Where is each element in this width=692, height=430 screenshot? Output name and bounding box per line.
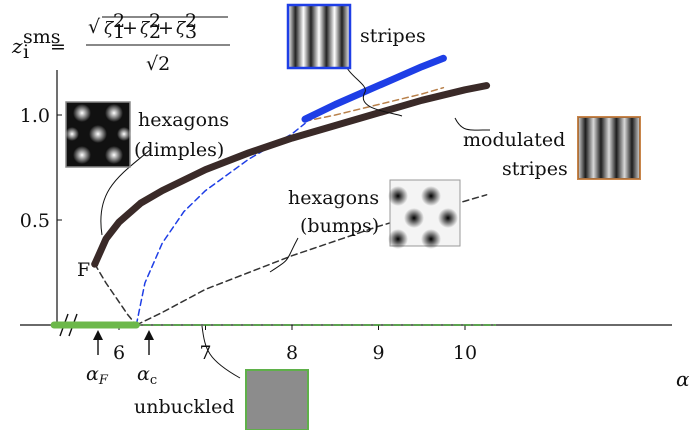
svg-text:=: = bbox=[50, 36, 66, 58]
dimples-label: (dimples) bbox=[134, 139, 224, 161]
svg-text:2: 2 bbox=[113, 10, 125, 32]
x-tick-label: 8 bbox=[286, 342, 298, 364]
svg-text:+: + bbox=[122, 17, 138, 39]
y-tick-label: 0.5 bbox=[20, 210, 50, 232]
alpha-c-arrow bbox=[144, 330, 154, 355]
y-ticks: 0.5 1.0 bbox=[20, 105, 62, 232]
unbuckled-leader bbox=[201, 325, 241, 379]
modulated-leader bbox=[454, 117, 491, 131]
hexagons-bumps-label: hexagons bbox=[288, 187, 379, 209]
fold-point-label: F bbox=[77, 259, 90, 281]
y-axis-label: z i sms = √ ζ 1 2 + ζ 2 2 + ζ 3 2 √2 bbox=[11, 10, 230, 75]
svg-text:√2: √2 bbox=[146, 53, 170, 75]
svg-text:2: 2 bbox=[149, 10, 161, 32]
stripes-thumbnail bbox=[286, 3, 352, 70]
unbuckled-label: unbuckled bbox=[134, 396, 235, 418]
series-hexagons-dimples bbox=[91, 82, 491, 268]
series-modulated-stripes bbox=[304, 86, 445, 123]
svg-text:sms: sms bbox=[23, 26, 61, 48]
svg-text:2: 2 bbox=[185, 10, 197, 32]
y-tick-label: 1.0 bbox=[20, 105, 50, 127]
bumps-leader bbox=[269, 237, 299, 273]
hexagons-dimples-thumbnail bbox=[65, 101, 131, 168]
bumps-label: (bumps) bbox=[300, 215, 379, 237]
x-tick-label: 9 bbox=[372, 342, 384, 364]
x-ticks: 6 7 8 9 10 bbox=[113, 325, 477, 364]
fold-point-marker bbox=[91, 260, 99, 268]
dimples-leader bbox=[100, 149, 151, 236]
svg-text:ζ: ζ bbox=[176, 19, 187, 39]
x-tick-label: 10 bbox=[453, 342, 477, 364]
series-layer bbox=[50, 54, 497, 329]
svg-text:ζ: ζ bbox=[140, 19, 151, 39]
svg-text:√: √ bbox=[88, 16, 101, 38]
x-tick-label: 6 bbox=[113, 342, 125, 364]
svg-text:3: 3 bbox=[185, 21, 197, 43]
hexagons-dimples-label: hexagons bbox=[138, 109, 229, 131]
unbuckled-thumbnail bbox=[245, 369, 309, 430]
x-tick-label: 7 bbox=[199, 342, 211, 364]
svg-text:1: 1 bbox=[113, 21, 125, 43]
alpha-f-arrow bbox=[93, 330, 103, 355]
x-axis-label: α bbox=[676, 367, 690, 391]
modulated-stripes-label: stripes bbox=[502, 158, 568, 180]
modulated-label: modulated bbox=[463, 129, 565, 151]
series-stripes bbox=[301, 54, 447, 123]
svg-text:+: + bbox=[158, 17, 174, 39]
svg-text:i: i bbox=[23, 41, 29, 63]
alpha-c-label: αc bbox=[137, 363, 157, 388]
hexagons-bumps-thumbnail bbox=[388, 179, 461, 249]
alpha-f-label: αF bbox=[86, 363, 109, 388]
series-fold-branch bbox=[94, 263, 138, 326]
svg-text:z: z bbox=[11, 34, 23, 58]
modulated-stripes-thumbnail bbox=[577, 116, 641, 180]
stripes-label: stripes bbox=[360, 25, 426, 47]
svg-text:2: 2 bbox=[149, 21, 161, 43]
svg-text:ζ: ζ bbox=[104, 19, 115, 39]
